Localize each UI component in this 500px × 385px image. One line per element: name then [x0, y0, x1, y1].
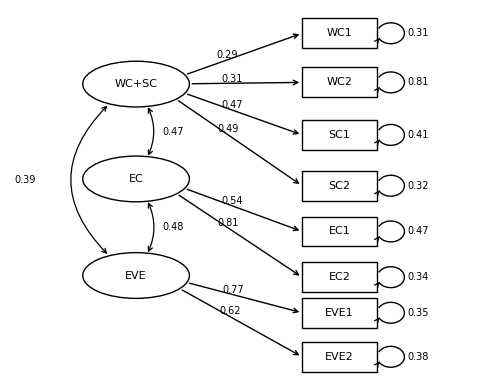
Text: 0.47: 0.47: [408, 226, 429, 236]
Text: 0.54: 0.54: [221, 196, 242, 206]
FancyBboxPatch shape: [302, 298, 377, 328]
Text: 0.48: 0.48: [162, 222, 184, 232]
Text: 0.35: 0.35: [408, 308, 429, 318]
Text: 0.77: 0.77: [222, 285, 244, 295]
Text: WC1: WC1: [327, 28, 352, 38]
Text: WC+SC: WC+SC: [114, 79, 158, 89]
Text: 0.31: 0.31: [222, 74, 243, 84]
Text: SC1: SC1: [328, 130, 350, 140]
FancyBboxPatch shape: [302, 67, 377, 97]
Text: EC: EC: [128, 174, 144, 184]
Text: EC2: EC2: [328, 272, 350, 282]
FancyBboxPatch shape: [302, 18, 377, 48]
Text: 0.62: 0.62: [219, 306, 240, 316]
Text: 0.41: 0.41: [408, 130, 428, 140]
Ellipse shape: [83, 61, 190, 107]
FancyBboxPatch shape: [302, 171, 377, 201]
Text: EVE1: EVE1: [326, 308, 354, 318]
Text: 0.34: 0.34: [408, 272, 428, 282]
Text: 0.81: 0.81: [218, 218, 239, 228]
FancyBboxPatch shape: [302, 216, 377, 246]
Text: 0.47: 0.47: [162, 127, 184, 137]
Text: 0.31: 0.31: [408, 28, 428, 38]
Text: 0.49: 0.49: [218, 124, 239, 134]
Text: 0.32: 0.32: [408, 181, 429, 191]
Ellipse shape: [83, 253, 190, 298]
Text: SC2: SC2: [328, 181, 350, 191]
Text: 0.29: 0.29: [216, 50, 238, 60]
Text: 0.81: 0.81: [408, 77, 428, 87]
Text: EVE: EVE: [126, 271, 147, 281]
Text: 0.39: 0.39: [14, 175, 36, 185]
FancyBboxPatch shape: [302, 262, 377, 292]
Text: EVE2: EVE2: [326, 352, 354, 362]
FancyBboxPatch shape: [302, 342, 377, 372]
Ellipse shape: [83, 156, 190, 202]
Text: EC1: EC1: [329, 226, 350, 236]
Text: 0.38: 0.38: [408, 352, 428, 362]
Text: 0.47: 0.47: [222, 100, 243, 110]
FancyBboxPatch shape: [302, 120, 377, 150]
Text: WC2: WC2: [326, 77, 352, 87]
